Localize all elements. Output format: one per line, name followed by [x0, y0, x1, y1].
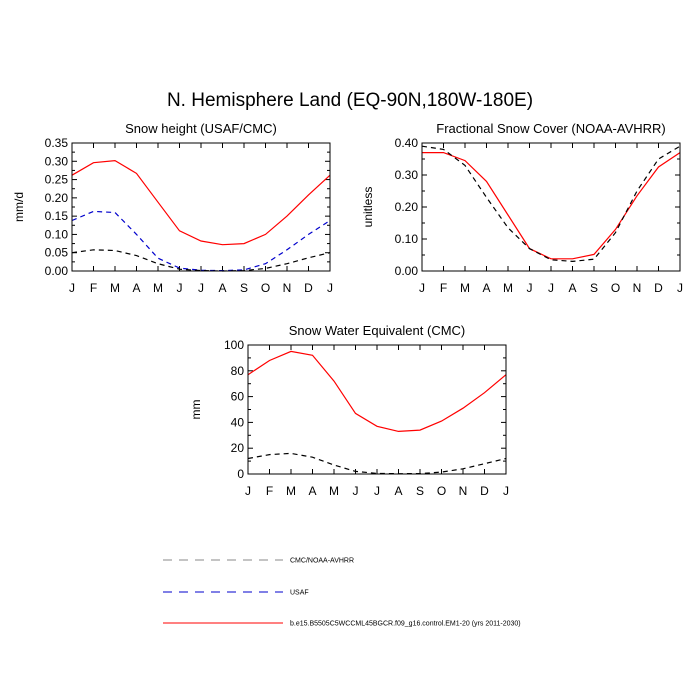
legend: CMC/NOAA-AVHRR USAF b.e15.B5505C5WCCML45BG…: [163, 558, 521, 628]
y-tick-label: 0.05: [45, 246, 69, 260]
y-tick-label: 0.20: [395, 200, 419, 214]
y-tick-label: 20: [231, 441, 245, 455]
y-axis-label: mm: [189, 400, 203, 420]
legend-label-1: CMC/NOAA-AVHRR: [290, 558, 354, 565]
x-tick-label: O: [611, 281, 620, 295]
y-tick-label: 0.10: [395, 232, 419, 246]
series-line-cmc: [71, 249, 331, 272]
x-tick-label: O: [437, 484, 446, 498]
x-tick-label: J: [527, 281, 533, 295]
series-line-cmc: [247, 452, 507, 475]
x-tick-label: S: [416, 484, 424, 498]
y-tick-label: 0: [237, 467, 244, 481]
x-tick-label: J: [327, 281, 333, 295]
x-tick-label: D: [654, 281, 663, 295]
y-tick-label: 0.35: [45, 136, 69, 150]
series-line-model: [247, 350, 507, 433]
y-tick-label: 0.30: [45, 154, 69, 168]
x-tick-label: A: [394, 484, 402, 498]
x-tick-label: M: [153, 281, 163, 295]
y-axis-label: mm/d: [12, 192, 26, 222]
y-tick-label: 0.10: [45, 227, 69, 241]
x-tick-label: J: [374, 484, 380, 498]
x-tick-label: J: [677, 281, 683, 295]
x-tick-label: N: [633, 281, 642, 295]
y-tick-label: 0.20: [45, 191, 69, 205]
legend-label-3: b.e15.B5505C5WCCML45BGCR.f09_g16.control…: [290, 621, 521, 628]
x-tick-label: A: [568, 281, 576, 295]
x-tick-label: A: [132, 281, 140, 295]
y-tick-label: 100: [224, 338, 244, 352]
plot-frame: [421, 142, 681, 272]
x-tick-label: J: [353, 484, 359, 498]
x-tick-label: D: [304, 281, 313, 295]
x-tick-label: J: [198, 281, 204, 295]
x-tick-label: J: [69, 281, 75, 295]
x-tick-label: A: [218, 281, 226, 295]
chart-title: Fractional Snow Cover (NOAA-AVHRR): [436, 121, 665, 136]
y-tick-label: 0.15: [45, 209, 69, 223]
series-line-usaf: [71, 210, 331, 272]
x-tick-label: M: [286, 484, 296, 498]
x-tick-label: M: [460, 281, 470, 295]
chart-panel-1: Snow height (USAF/CMC) mm/d 0.00 0.05 0.10 0.…: [12, 121, 333, 295]
plot-frame: [247, 344, 507, 475]
series-line-noaa-avhrr: [421, 145, 681, 263]
x-tick-label: J: [548, 281, 554, 295]
y-tick-label: 80: [231, 364, 245, 378]
y-tick-label: 0.40: [395, 136, 419, 150]
y-tick-label: 40: [231, 415, 245, 429]
x-tick-label: F: [90, 281, 97, 295]
x-tick-label: M: [329, 484, 339, 498]
x-tick-label: J: [245, 484, 251, 498]
x-tick-label: M: [110, 281, 120, 295]
y-tick-label: 60: [231, 390, 245, 404]
series-line-model: [71, 159, 331, 246]
plot-frame: [71, 142, 331, 272]
x-tick-label: J: [419, 281, 425, 295]
x-tick-label: N: [283, 281, 292, 295]
x-tick-label: A: [482, 281, 490, 295]
x-tick-label: A: [308, 484, 316, 498]
x-tick-label: N: [459, 484, 468, 498]
legend-label-2: USAF: [290, 590, 309, 597]
y-tick-label: 0.00: [395, 264, 419, 278]
x-tick-label: S: [240, 281, 248, 295]
x-tick-label: J: [503, 484, 509, 498]
x-tick-label: O: [261, 281, 270, 295]
chart-panel-3: Snow Water Equivalent (CMC) mm 0 20 40 60 80 10…: [189, 323, 509, 498]
x-tick-label: J: [177, 281, 183, 295]
page-title: N. Hemisphere Land (EQ-90N,180W-180E): [166, 90, 534, 111]
y-axis-label: unitless: [361, 187, 375, 228]
chart-panel-2: Fractional Snow Cover (NOAA-AVHRR) unitle…: [361, 121, 683, 295]
chart-title: Snow height (USAF/CMC): [125, 121, 277, 136]
x-tick-label: M: [503, 281, 513, 295]
x-tick-label: F: [440, 281, 447, 295]
x-tick-label: S: [590, 281, 598, 295]
series-line-model: [422, 152, 681, 260]
y-tick-label: 0.00: [45, 264, 69, 278]
x-tick-label: F: [266, 484, 273, 498]
y-tick-label: 0.30: [395, 168, 419, 182]
y-tick-label: 0.25: [45, 173, 69, 187]
chart-title: Snow Water Equivalent (CMC): [289, 323, 466, 338]
x-tick-label: D: [480, 484, 489, 498]
